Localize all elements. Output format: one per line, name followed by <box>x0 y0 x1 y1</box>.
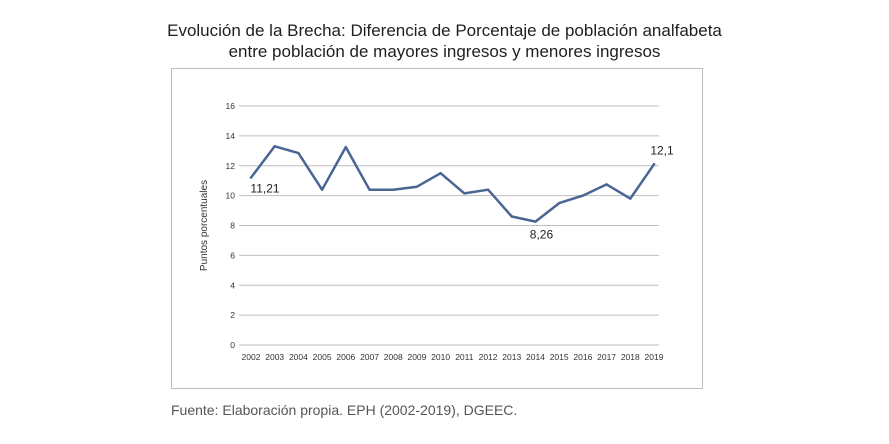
data-point <box>486 188 490 191</box>
y-tick-label: 4 <box>230 280 235 290</box>
chart-frame <box>171 68 703 389</box>
data-point <box>368 188 371 191</box>
y-axis-label: Puntos porcentuales <box>199 180 210 271</box>
data-point <box>652 163 656 166</box>
x-tick-label: 2008 <box>384 352 403 362</box>
x-tick-label: 2014 <box>526 352 545 362</box>
chart-title: Evolución de la Brecha: Diferencia de Po… <box>0 20 889 62</box>
data-point <box>415 185 419 188</box>
x-tick-label: 2013 <box>502 352 521 362</box>
y-tick-label: 6 <box>230 250 235 260</box>
x-tick-label: 2016 <box>573 352 592 362</box>
x-tick-label: 2011 <box>455 352 474 362</box>
x-tick-label: 2012 <box>479 352 498 362</box>
chart-title-line-1: Evolución de la Brecha: Diferencia de Po… <box>167 21 722 40</box>
data-point <box>581 194 585 197</box>
y-tick-label: 0 <box>230 340 235 350</box>
data-point <box>320 188 324 191</box>
chart-title-line-2: entre población de mayores ingresos y me… <box>228 42 661 61</box>
y-tick-label: 14 <box>226 131 236 141</box>
data-point <box>344 145 348 149</box>
y-tick-label: 8 <box>230 221 235 231</box>
y-tick-label: 16 <box>226 101 236 111</box>
data-point <box>510 215 513 218</box>
data-point <box>534 220 537 223</box>
y-tick-label: 12 <box>226 161 236 171</box>
data-label: 12,1 <box>650 143 674 157</box>
x-tick-label: 2010 <box>431 352 450 362</box>
x-tick-label: 2004 <box>289 352 308 362</box>
x-tick-label: 2005 <box>313 352 332 362</box>
y-tick-label: 10 <box>226 191 236 201</box>
data-point <box>392 188 395 191</box>
x-tick-label: 2003 <box>265 352 284 362</box>
data-label: 8,26 <box>530 228 554 242</box>
data-point <box>605 183 608 186</box>
data-label: 11,21 <box>250 182 279 196</box>
data-point <box>249 176 253 179</box>
x-tick-label: 2009 <box>407 352 426 362</box>
x-tick-label: 2017 <box>597 352 616 362</box>
x-tick-label: 2002 <box>242 352 261 362</box>
x-tick-label: 2015 <box>550 352 569 362</box>
data-point <box>297 151 300 155</box>
y-tick-label: 2 <box>230 310 235 320</box>
data-point <box>439 172 442 175</box>
x-tick-label: 2019 <box>645 352 664 362</box>
data-point <box>557 201 561 205</box>
data-point <box>273 145 276 148</box>
x-tick-label: 2007 <box>360 352 379 362</box>
series-line <box>249 145 656 223</box>
x-tick-label: 2018 <box>621 352 640 362</box>
source-note: Fuente: Elaboración propia. EPH (2002-20… <box>171 402 518 418</box>
data-point <box>629 197 632 200</box>
data-point <box>463 192 466 195</box>
x-tick-label: 2006 <box>336 352 355 362</box>
